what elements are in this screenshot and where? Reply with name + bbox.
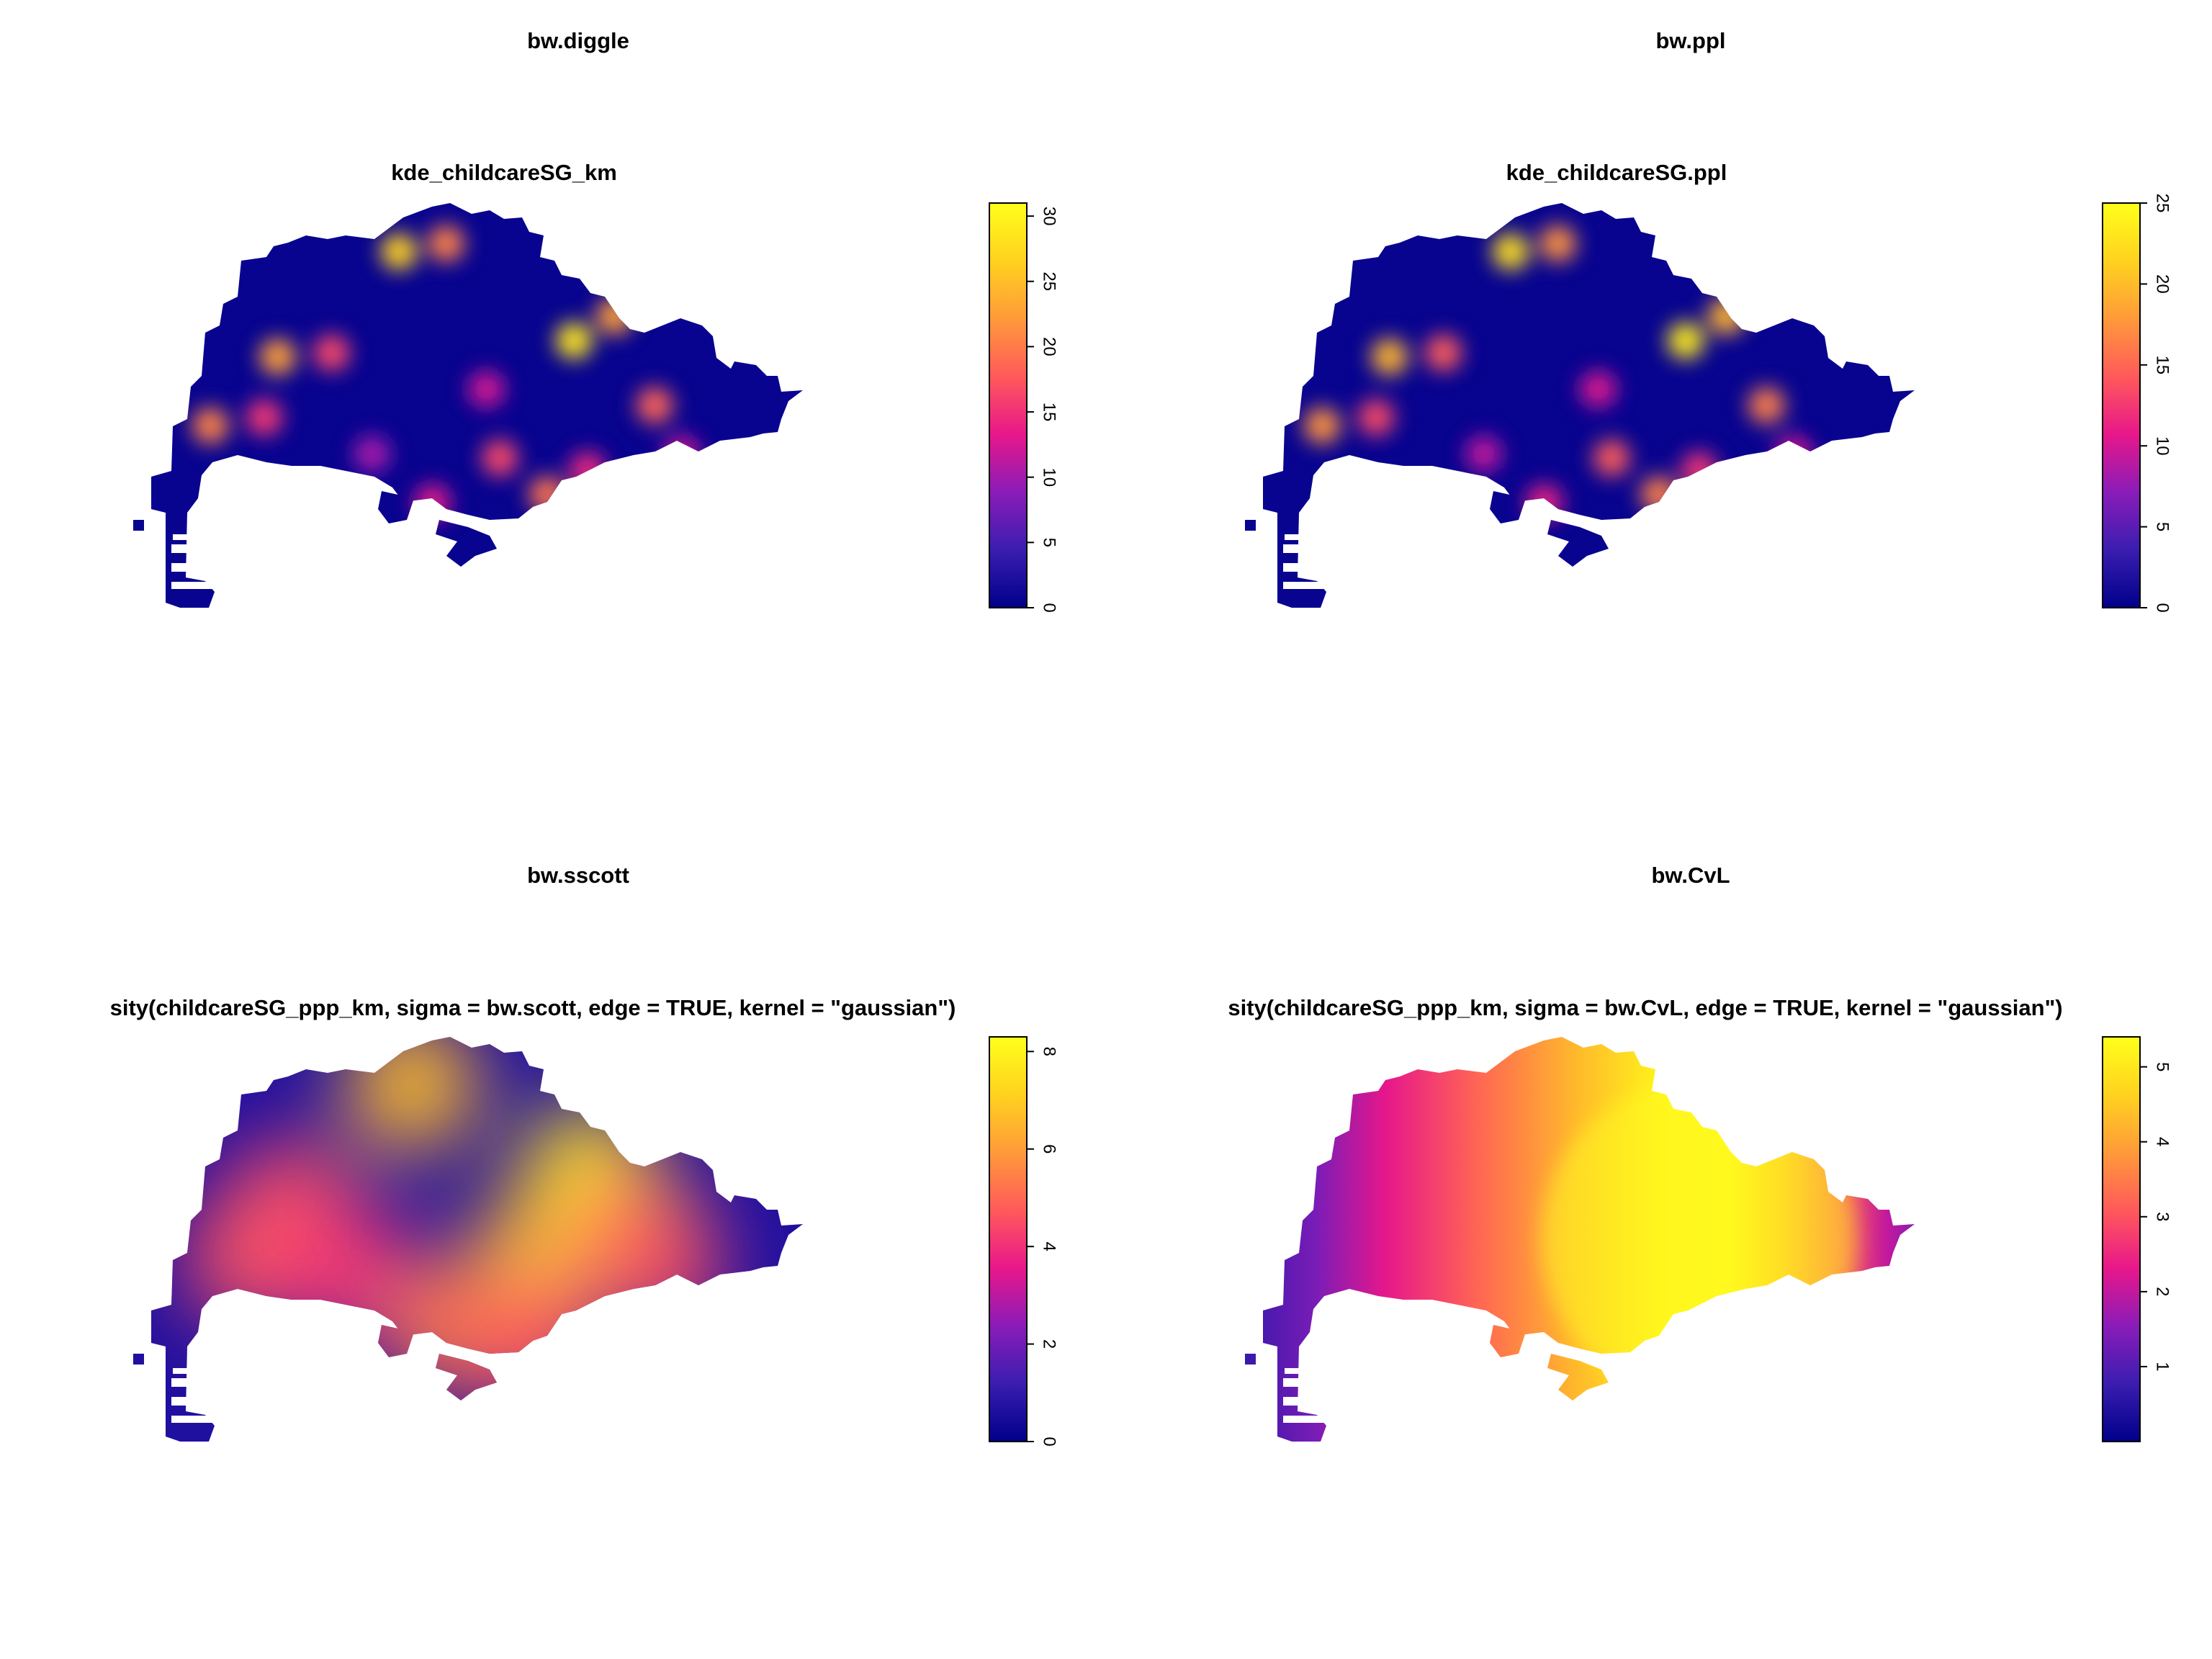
density-hotspot-core xyxy=(646,397,663,414)
kde-panel-3: bw.sscott sity(childcareSG_ppp_km, sigma … xyxy=(110,863,1059,1447)
panel-subtitle: kde_childcareSG_km xyxy=(391,160,617,185)
kde-panel-2: bw.ppl kde_childcareSG.ppl 0 5 10 15 20 25 xyxy=(1245,28,2172,613)
colorbar-tick-label: 1 xyxy=(2153,1362,2172,1371)
density-hotspot-core xyxy=(1650,485,1668,503)
density-hotspot-core xyxy=(1381,348,1398,366)
density-hotspot-core xyxy=(579,462,596,479)
colorbar-tick-label: 0 xyxy=(2153,603,2172,612)
density-hotspot-core xyxy=(314,1241,376,1303)
density-hotspot-core xyxy=(363,445,381,463)
density-hotspot-core xyxy=(1502,243,1519,261)
density-hotspot xyxy=(465,1276,602,1413)
density-hotspot-core xyxy=(1549,235,1567,252)
density-hotspot xyxy=(1525,483,1563,521)
density-hotspot-core xyxy=(1589,380,1607,398)
density-hotspot-core xyxy=(424,494,441,511)
colorbar-tick-label: 25 xyxy=(1040,271,1059,291)
density-map xyxy=(1245,1037,1915,1442)
density-hotspot-core xyxy=(1603,449,1620,467)
colorbar-tick-label: 4 xyxy=(1040,1241,1059,1251)
colorbar xyxy=(2102,1036,2141,1442)
colorbar-tick-label: 5 xyxy=(2153,522,2172,531)
colorbar-tick-label: 5 xyxy=(2153,1062,2172,1071)
density-map xyxy=(133,1037,803,1442)
colorbar-tick-label: 4 xyxy=(2153,1137,2172,1146)
colorbar-tick-label: 5 xyxy=(1040,538,1059,547)
colorbar-tick-label: 20 xyxy=(2153,274,2172,294)
density-hotspot-core xyxy=(381,1054,444,1117)
density-hotspot-core xyxy=(1536,494,1553,511)
kde-panel-4: bw.CvL sity(childcareSG_ppp_km, sigma = b… xyxy=(1228,863,2172,1442)
colorbar-tick-label: 10 xyxy=(2153,436,2172,456)
density-hotspot xyxy=(1774,435,1812,473)
density-hotspot xyxy=(662,435,701,473)
colorbar-tick-label: 15 xyxy=(1040,403,1059,422)
density-hotspot-core xyxy=(1434,344,1452,361)
colorbar-tick-label: 25 xyxy=(2153,194,2172,213)
panel-subtitle: sity(childcareSG_ppp_km, sigma = bw.CvL,… xyxy=(1228,995,2062,1020)
kde-panel-1: bw.diggle kde_childcareSG_km 0 5 10 15 20 25 30 xyxy=(133,28,1059,613)
density-hotspot-core xyxy=(565,332,583,349)
colorbar-tick-label: 6 xyxy=(1040,1144,1059,1154)
density-hotspot-core xyxy=(390,243,408,261)
density-hotspot-core xyxy=(220,1228,282,1290)
colorbar xyxy=(2102,202,2141,608)
density-hotspot-core xyxy=(1475,445,1493,463)
density-hotspot-core xyxy=(1367,409,1385,426)
panel-title: bw.diggle xyxy=(527,28,629,53)
density-hotspot-core xyxy=(437,235,455,252)
density-hotspot-core xyxy=(673,445,691,463)
density-hotspot-core xyxy=(1677,332,1694,349)
density-hotspot-core xyxy=(491,449,508,467)
density-hotspot-core xyxy=(1691,462,1708,479)
density-map xyxy=(1245,203,1915,608)
density-map xyxy=(133,203,803,608)
density-hotspot xyxy=(413,483,451,521)
density-hotspot-core xyxy=(624,1232,686,1295)
density-hotspot-core xyxy=(1313,417,1331,434)
colorbar-tick-label: 20 xyxy=(1040,337,1059,356)
density-hotspot-core xyxy=(606,307,623,325)
density-hotspot-core xyxy=(323,344,341,361)
density-hotspot-core xyxy=(1717,307,1735,325)
colorbar-tick-label: 30 xyxy=(1040,207,1059,226)
density-hotspot-core xyxy=(539,485,556,503)
density-hotspot-core xyxy=(202,417,219,434)
panel-subtitle: kde_childcareSG.ppl xyxy=(1506,160,1727,185)
colorbar-tick-label: 15 xyxy=(2153,355,2172,374)
density-hotspot-core xyxy=(269,348,287,366)
colorbar-tick-label: 2 xyxy=(2153,1287,2172,1296)
density-hotspot-core xyxy=(1758,397,1775,414)
panel-title: bw.sscott xyxy=(527,863,629,888)
colorbar xyxy=(989,202,1028,608)
density-hotspot-core xyxy=(477,380,495,398)
density-hotspot xyxy=(1540,1081,1858,1398)
density-hotspot-core xyxy=(503,1313,565,1375)
density-hotspot-core xyxy=(256,409,273,426)
colorbar-tick-label: 0 xyxy=(1040,1437,1059,1446)
colorbar xyxy=(989,1036,1028,1442)
colorbar-tick-label: 3 xyxy=(2153,1212,2172,1221)
panel-title: bw.ppl xyxy=(1656,28,1726,53)
colorbar-tick-label: 2 xyxy=(1040,1339,1059,1349)
panel-title: bw.CvL xyxy=(1651,863,1730,888)
colorbar-tick-label: 0 xyxy=(1040,603,1059,612)
panel-subtitle: sity(childcareSG_ppp_km, sigma = bw.scot… xyxy=(110,995,956,1020)
colorbar-tick-label: 8 xyxy=(1040,1047,1059,1056)
colorbar-tick-label: 10 xyxy=(1040,467,1059,487)
density-hotspot-core xyxy=(1785,445,1802,463)
